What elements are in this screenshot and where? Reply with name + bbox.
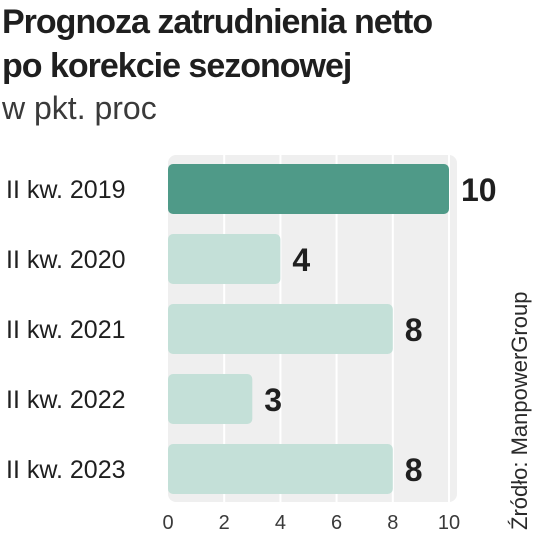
bar-0	[168, 164, 449, 214]
category-label-4: II kw. 2023	[6, 456, 126, 484]
bar-3	[168, 374, 253, 424]
x-tick-label-2: 4	[275, 512, 286, 534]
category-label-2: II kw. 2021	[6, 316, 126, 344]
x-tick-label-4: 8	[387, 512, 398, 534]
chart-title-line1: Prognoza zatrudnienia netto	[2, 3, 433, 41]
category-label-3: II kw. 2022	[6, 386, 126, 414]
category-label-0: II kw. 2019	[6, 176, 126, 204]
x-tick-label-5: 10	[438, 512, 460, 534]
bar-4	[168, 444, 393, 494]
x-tick-label-1: 2	[219, 512, 230, 534]
value-label-3: 3	[264, 382, 282, 418]
source-note: Źródło: ManpowerGroup	[507, 291, 532, 530]
value-label-0: 10	[461, 172, 497, 208]
bar-1	[168, 234, 281, 284]
chart-title-line2: po korekcie sezonowej	[2, 47, 352, 85]
bar-2	[168, 304, 393, 354]
value-label-2: 8	[405, 312, 423, 348]
x-tick-label-3: 6	[331, 512, 342, 534]
x-tick-label-0: 0	[162, 512, 173, 534]
category-label-1: II kw. 2020	[6, 246, 126, 274]
chart-subtitle: w pkt. proc	[2, 90, 157, 126]
value-label-1: 4	[292, 242, 310, 278]
value-label-4: 8	[405, 452, 423, 488]
